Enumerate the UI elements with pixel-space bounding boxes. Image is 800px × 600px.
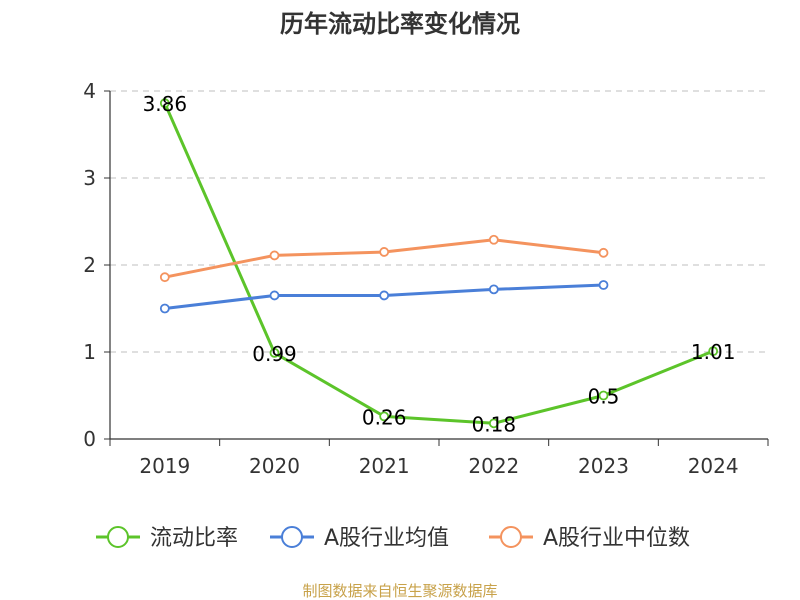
x-tick-label: 2020 [249, 454, 300, 478]
series-group [159, 98, 719, 429]
y-tick-label: 1 [83, 340, 96, 364]
legend-swatch-marker [500, 526, 522, 548]
x-tick-label: 2022 [468, 454, 519, 478]
series-line-0 [163, 102, 714, 425]
gridlines [110, 90, 768, 353]
data-label: 0.18 [472, 412, 517, 436]
legend-swatch-marker [281, 526, 303, 548]
data-labels: 3.86 0.99 0.26 0.18 0.5 1.01 [143, 92, 736, 436]
data-point [379, 411, 390, 422]
series-line-2 [164, 238, 604, 279]
x-tick-label: 2019 [139, 454, 190, 478]
legend: 流动比率 A股行业均值 A股行业中位数 [96, 526, 690, 551]
data-point [159, 272, 170, 283]
x-tick-label: 2021 [359, 454, 410, 478]
y-tick-label: 0 [83, 427, 96, 451]
legend-item-1: A股行业均值 [270, 526, 449, 551]
y-tick-label: 2 [83, 253, 96, 277]
axes: 0 1 2 3 4 2019 2020 2021 2022 2023 2024 [83, 79, 769, 478]
data-point [269, 250, 280, 261]
data-point [379, 290, 390, 301]
data-point [159, 98, 170, 109]
legend-label: 流动比率 [150, 526, 238, 551]
data-point [598, 390, 609, 401]
y-tick-label: 3 [83, 166, 96, 190]
data-point [159, 303, 170, 314]
data-point [708, 346, 719, 357]
legend-label: A股行业均值 [324, 526, 449, 551]
legend-item-2: A股行业中位数 [489, 526, 690, 551]
data-point [488, 284, 499, 295]
source-note: 制图数据来自恒生聚源数据库 [302, 582, 497, 600]
data-label: 1.01 [691, 340, 736, 364]
data-point [598, 280, 609, 290]
chart-title: 历年流动比率变化情况 [280, 10, 520, 38]
data-point [379, 247, 390, 257]
data-label: 0.99 [252, 342, 297, 366]
data-point [269, 347, 280, 358]
data-point [598, 247, 609, 258]
y-tick-label: 4 [83, 79, 96, 103]
legend-label: A股行业中位数 [543, 526, 690, 551]
legend-swatch-marker [107, 526, 129, 548]
data-label: 0.26 [362, 405, 407, 429]
data-point [269, 290, 280, 301]
data-point [488, 418, 499, 429]
data-point [488, 234, 499, 245]
data-label: 3.86 [143, 92, 188, 116]
x-tick-label: 2024 [688, 454, 739, 478]
legend-item-0: 流动比率 [96, 526, 238, 551]
x-tick-label: 2023 [578, 454, 629, 478]
data-label: 0.5 [588, 385, 620, 409]
